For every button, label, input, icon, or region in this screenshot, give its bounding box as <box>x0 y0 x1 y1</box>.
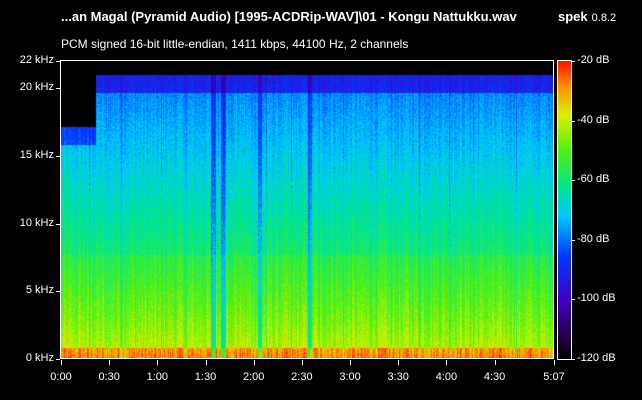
freq-tick-mark <box>56 359 60 360</box>
time-tick-mark <box>350 360 351 365</box>
audio-info-text: PCM signed 16-bit little-endian, 1411 kb… <box>61 37 409 51</box>
db-color-scale <box>558 61 571 359</box>
time-tick-label: 0:30 <box>98 371 120 383</box>
time-tick-label: 0:00 <box>50 371 72 383</box>
freq-tick-label: 10 kHz <box>19 216 54 229</box>
db-tick-label: -80 dB <box>577 232 610 245</box>
app-name: spek 0.8.2 <box>558 9 616 24</box>
freq-tick-label: 20 kHz <box>19 81 54 94</box>
time-tick-mark <box>398 360 399 365</box>
db-tick-mark <box>572 121 575 122</box>
time-tick-label: 1:00 <box>146 371 169 383</box>
time-tick-mark <box>254 360 255 365</box>
db-tick-mark <box>572 359 575 360</box>
db-tick-label: -40 dB <box>577 113 610 126</box>
db-tick-mark <box>572 299 575 300</box>
time-tick-label: 5:07 <box>543 371 565 383</box>
time-tick-label: 2:00 <box>242 371 265 383</box>
db-tick-mark <box>572 61 575 62</box>
time-tick-mark <box>554 360 555 365</box>
db-tick-mark <box>572 180 575 181</box>
time-tick-label: 4:30 <box>483 371 506 383</box>
time-tick-label: 4:00 <box>435 371 458 383</box>
time-tick-mark <box>446 360 447 365</box>
app-name-label: spek <box>558 9 588 24</box>
freq-tick-label: 0 kHz <box>25 352 54 364</box>
freq-tick-mark <box>56 291 60 292</box>
db-tick-mark <box>572 240 575 241</box>
freq-tick-label: 15 kHz <box>19 148 54 161</box>
db-tick-label: -60 dB <box>577 173 610 186</box>
app-version: 0.8.2 <box>591 12 617 24</box>
freq-tick-label: 22 kHz <box>19 54 54 66</box>
spectrogram-canvas[interactable] <box>61 61 554 359</box>
time-tick-mark <box>206 360 207 365</box>
freq-tick-mark <box>56 156 60 157</box>
title-text: ...an Magal (Pyramid Audio) [1995-ACDRip… <box>61 9 517 24</box>
time-tick-mark <box>495 360 496 365</box>
time-tick-mark <box>61 360 62 365</box>
freq-tick-mark <box>56 61 60 62</box>
db-tick-label: -120 dB <box>577 352 616 364</box>
time-tick-label: 2:30 <box>291 371 313 383</box>
db-tick-label: -20 dB <box>577 54 610 66</box>
db-tick-label: -100 dB <box>577 292 616 305</box>
time-tick-mark <box>157 360 158 365</box>
time-tick-label: 3:30 <box>387 371 409 383</box>
freq-tick-mark <box>56 88 60 89</box>
freq-tick-label: 5 kHz <box>25 284 54 297</box>
time-tick-label: 3:00 <box>339 371 361 383</box>
time-tick-mark <box>109 360 110 365</box>
time-tick-mark <box>302 360 303 365</box>
time-tick-label: 1:30 <box>194 371 217 383</box>
freq-tick-mark <box>56 224 60 225</box>
